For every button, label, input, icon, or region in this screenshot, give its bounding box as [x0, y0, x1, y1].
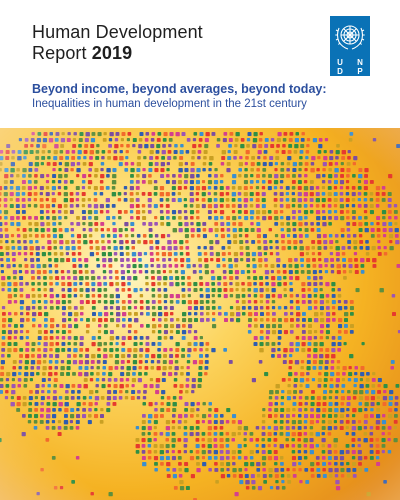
globe-highlight — [0, 128, 400, 500]
title-prefix: Report — [32, 43, 92, 63]
subsubtitle-line: Inequalities in human development in the… — [32, 98, 307, 110]
logo-letter-u: U — [337, 58, 343, 67]
report-title: Human Development Report 2019 — [32, 22, 203, 64]
report-subtitle: Beyond income, beyond averages, beyond t… — [32, 82, 382, 112]
logo-letters: U N D P — [330, 58, 370, 76]
subtitle-line: Beyond income, beyond averages, beyond t… — [32, 82, 327, 96]
title-line-2: Report 2019 — [32, 43, 203, 64]
title-year: 2019 — [91, 43, 133, 63]
title-line-1: Human Development — [32, 22, 203, 42]
dotted-globe-illustration — [0, 128, 400, 500]
logo-letter-d: D — [337, 67, 343, 76]
un-emblem-icon — [335, 25, 365, 50]
logo-letter-n: N — [357, 58, 363, 67]
undp-logo: U N D P — [330, 16, 370, 76]
logo-letter-p: P — [357, 67, 363, 76]
globe-artwork-svg — [0, 128, 400, 500]
